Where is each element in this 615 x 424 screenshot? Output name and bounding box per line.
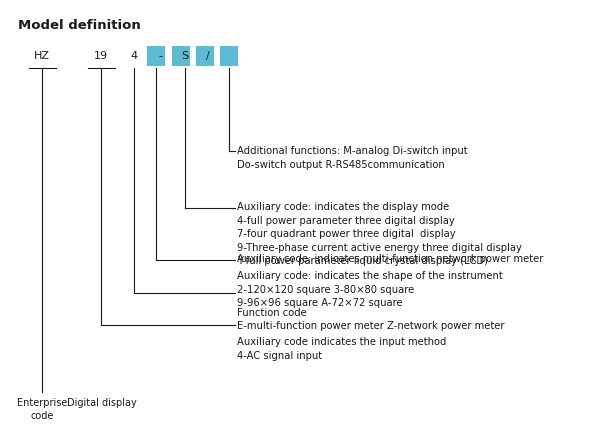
Bar [220, 46, 238, 66]
Text: Auxiliary code: indicates the shape of the instrument
2-120×120 square 3-80×80 s: Auxiliary code: indicates the shape of t… [237, 271, 502, 308]
Text: 19: 19 [94, 51, 108, 61]
Text: HZ: HZ [34, 51, 50, 61]
Text: Auxiliary code indicates the input method
4-AC signal input: Auxiliary code indicates the input metho… [237, 338, 446, 361]
Text: Digital display: Digital display [66, 398, 137, 408]
Text: 4: 4 [130, 51, 138, 61]
Text: Function code
E-multi-function power meter Z-network power meter: Function code E-multi-function power met… [237, 307, 504, 331]
Text: Additional functions: M-analog Di-switch input
Do-switch output R-RS485communica: Additional functions: M-analog Di-switch… [237, 146, 467, 170]
Text: /: / [205, 51, 209, 61]
Text: Auxiliary code: indicates the display mode
4-full power parameter three digital : Auxiliary code: indicates the display mo… [237, 202, 522, 266]
Bar [146, 46, 165, 66]
Text: -: - [159, 51, 162, 61]
Bar [196, 46, 214, 66]
Text: Auxiliary code: indicates multi-function network power meter: Auxiliary code: indicates multi-function… [237, 254, 544, 265]
Text: Model definition: Model definition [18, 19, 141, 32]
Bar [172, 46, 190, 66]
Text: Enterprise
code: Enterprise code [17, 398, 68, 421]
Text: S: S [181, 51, 188, 61]
